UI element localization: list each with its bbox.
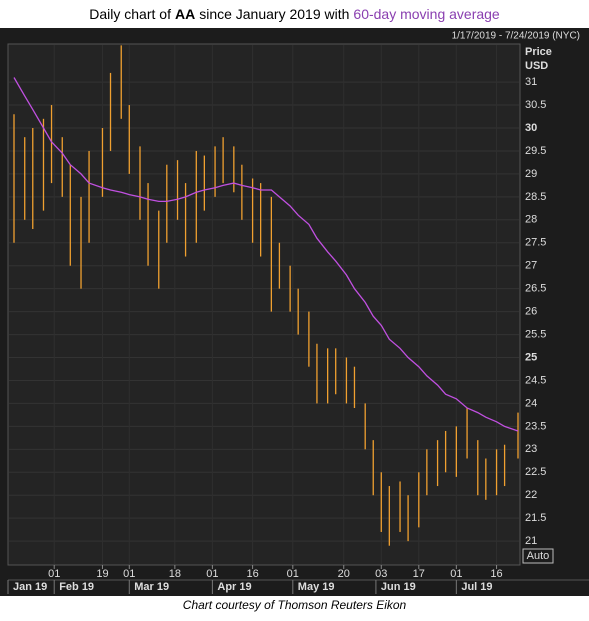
footer: Chart courtesy of Thomson Reuters Eikon: [182, 598, 407, 612]
title-part: 60-day moving average: [353, 6, 500, 22]
month-label: Jul 19: [461, 581, 492, 593]
moving-average-line: [13, 77, 519, 432]
x-tick-label: 01: [206, 568, 218, 580]
chart: 1/17/2019 - 7/24/2019 (NYC) Price USD Au…: [0, 28, 589, 596]
x-tick-label: 03: [375, 568, 387, 580]
x-tick-label: 16: [246, 568, 258, 580]
x-tick-label: 17: [413, 568, 425, 580]
y-tick-label: 22: [525, 489, 537, 501]
y-tick-label: 30.5: [525, 99, 546, 111]
y-tick-label: 28: [525, 214, 537, 226]
month-label: Apr 19: [217, 581, 251, 593]
x-tick-label: 20: [338, 568, 350, 580]
y-tick-label: 21: [525, 535, 537, 547]
x-tick-label: 16: [490, 568, 502, 580]
month-label: May 19: [298, 581, 335, 593]
y-tick-label: 23.5: [525, 420, 546, 432]
title-part: since January 2019 with: [199, 6, 350, 22]
plot-bg: [7, 43, 521, 566]
y-tick-label: 25.5: [525, 328, 546, 340]
title-part: Daily chart of: [89, 6, 171, 22]
y-tick-label: 28.5: [525, 191, 546, 203]
y-label: Price: [525, 46, 552, 58]
y-tick-label: 31: [525, 76, 537, 88]
x-tick-label: 01: [450, 568, 462, 580]
y-label: USD: [525, 60, 548, 72]
y-tick-label: 26.5: [525, 283, 546, 295]
title-part: AA: [174, 6, 196, 22]
y-tick-label: 24.5: [525, 374, 546, 386]
auto-button[interactable]: [522, 548, 554, 564]
y-tick-label: 22.5: [525, 466, 546, 478]
chart-title: Daily chart of AA since January 2019 with 6…: [0, 6, 589, 22]
y-tick-label: 24: [525, 397, 537, 409]
y-tick-label: 29: [525, 168, 537, 180]
month-label: Mar 19: [134, 581, 169, 593]
y-tick-label: 26: [525, 306, 537, 318]
x-tick-label: 18: [169, 568, 181, 580]
month-label: Jan 19: [13, 581, 47, 593]
y-tick-label: 23: [525, 443, 537, 455]
date-range: 1/17/2019 - 7/24/2019 (NYC): [452, 31, 580, 42]
y-tick-label: 27: [525, 260, 537, 272]
month-label: Feb 19: [59, 581, 94, 593]
month-label: Jun 19: [381, 581, 416, 593]
y-tick-label: 27.5: [525, 237, 546, 249]
x-tick-label: 01: [48, 568, 60, 580]
y-tick-label: 29.5: [525, 145, 546, 157]
x-tick-label: 01: [287, 568, 299, 580]
y-tick-label: 30: [525, 122, 537, 134]
x-tick-label: 01: [123, 568, 135, 580]
y-tick-label: 21.5: [525, 512, 546, 524]
x-tick-label: 19: [96, 568, 108, 580]
y-tick-label: 25: [525, 351, 537, 363]
auto-label[interactable]: Auto: [527, 550, 550, 562]
